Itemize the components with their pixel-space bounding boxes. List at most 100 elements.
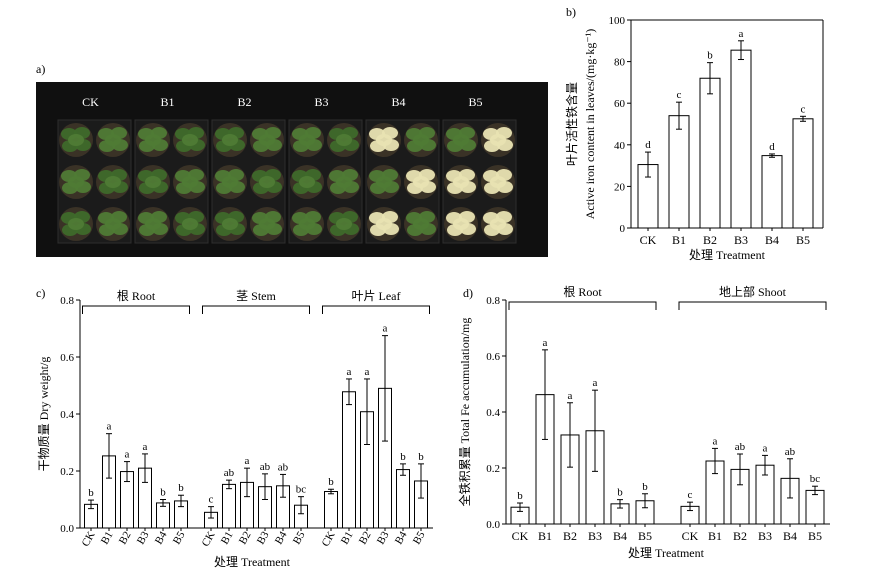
x-tick-label: CK (320, 529, 338, 548)
x-tick-label: B4 (613, 529, 627, 543)
bar (761, 155, 783, 229)
significance-letter: a (763, 442, 768, 454)
x-tick-label: B2 (733, 529, 747, 543)
x-tick-label: B5 (291, 529, 308, 547)
significance-letter: b (88, 487, 94, 499)
y-tick-label: 0.4 (486, 407, 500, 419)
leaf (299, 134, 315, 146)
x-tick-label: B5 (808, 529, 822, 543)
significance-letter: a (593, 377, 598, 389)
group-label: 根 Root (117, 289, 156, 303)
chart-active-iron: 0 20 40 60 80 100 d CK c B1 b B2 a B3 d B4 c B5 处理 Treatme… (564, 15, 824, 262)
leaf (376, 176, 392, 188)
significance-letter: b (642, 481, 648, 493)
leaf (68, 176, 84, 188)
x-tick-label: B3 (734, 233, 748, 247)
leaf (413, 176, 429, 188)
bar (342, 391, 356, 529)
photo-label: B1 (160, 95, 174, 109)
significance-letter: b (707, 50, 713, 62)
leaf (222, 218, 238, 230)
x-tick-label: CK (80, 529, 98, 548)
significance-letter: a (107, 421, 112, 433)
significance-letter: a (365, 366, 370, 378)
significance-letter: c (801, 103, 806, 115)
leaf (222, 176, 238, 188)
y-axis-title: 干物质量 Dry weight/g (37, 357, 51, 472)
x-tick-label: CK (682, 529, 699, 543)
x-tick-label: B4 (765, 233, 779, 247)
x-tick-label: B1 (99, 530, 116, 547)
photo-label: B2 (237, 95, 251, 109)
photo-label: B5 (468, 95, 482, 109)
significance-letter: ab (735, 441, 746, 453)
significance-letter: ab (224, 467, 235, 479)
y-tick-label: 40 (614, 140, 626, 152)
significance-letter: b (418, 451, 424, 463)
y-tick-label: 20 (614, 181, 626, 193)
x-tick-label: B1 (672, 233, 686, 247)
leaf (259, 134, 275, 146)
x-tick-label: B4 (273, 529, 290, 547)
x-tick-label: B3 (588, 529, 602, 543)
x-tick-label: B5 (411, 529, 428, 547)
group-label: 地上部 Shoot (719, 284, 787, 299)
significance-letter: ab (260, 461, 271, 473)
group-bracket (678, 301, 827, 310)
y-tick-label: 0.2 (60, 466, 74, 478)
x-tick-label: B2 (357, 530, 374, 547)
y-tick-label: 60 (614, 98, 626, 110)
significance-letter: a (739, 28, 744, 40)
leaf (145, 218, 161, 230)
x-tick-label: CK (512, 529, 529, 543)
leaf (105, 176, 121, 188)
bar (222, 483, 236, 529)
significance-letter: c (677, 89, 682, 101)
x-tick-label: B4 (783, 529, 797, 543)
significance-letter: b (617, 487, 623, 499)
bar (730, 49, 752, 229)
x-axis-title: 处理 Treatment (628, 546, 705, 560)
group-label: 根 Root (563, 285, 602, 299)
leaf (490, 218, 506, 230)
leaf (182, 134, 198, 146)
y-tick-label: 0.6 (486, 351, 500, 363)
y-tick-label: 100 (609, 15, 626, 27)
significance-letter: a (543, 337, 548, 349)
leaf (105, 134, 121, 146)
leaf (145, 176, 161, 188)
leaf (299, 176, 315, 188)
significance-letter: ab (785, 446, 796, 458)
bar (668, 115, 690, 229)
x-tick-label: B3 (255, 529, 272, 547)
leaf (413, 218, 429, 230)
leaf (68, 134, 84, 146)
y-tick-label: 80 (614, 57, 626, 69)
x-tick-label: B2 (703, 233, 717, 247)
significance-letter: a (383, 323, 388, 335)
significance-letter: d (645, 139, 651, 151)
leaf (68, 218, 84, 230)
y-tick-label: 0.8 (60, 295, 74, 307)
bar (792, 118, 814, 229)
y-tick-label: 0.6 (60, 352, 74, 364)
x-tick-label: B2 (117, 530, 134, 547)
significance-letter: a (713, 435, 718, 447)
significance-letter: a (347, 366, 352, 378)
significance-letter: b (328, 476, 334, 488)
significance-letter: bc (296, 484, 307, 496)
panel-label-d: d) (463, 286, 473, 300)
x-tick-label: B4 (393, 529, 410, 547)
leaf (336, 134, 352, 146)
leaf (453, 134, 469, 146)
panel-label-a: a) (36, 62, 45, 76)
photo-label: CK (82, 95, 99, 109)
leaf (259, 218, 275, 230)
x-tick-label: B3 (135, 529, 152, 547)
x-tick-label: B4 (153, 529, 170, 547)
leaf (336, 218, 352, 230)
panel-label-b: b) (566, 5, 576, 19)
leaf (222, 134, 238, 146)
x-tick-label: B1 (708, 529, 722, 543)
